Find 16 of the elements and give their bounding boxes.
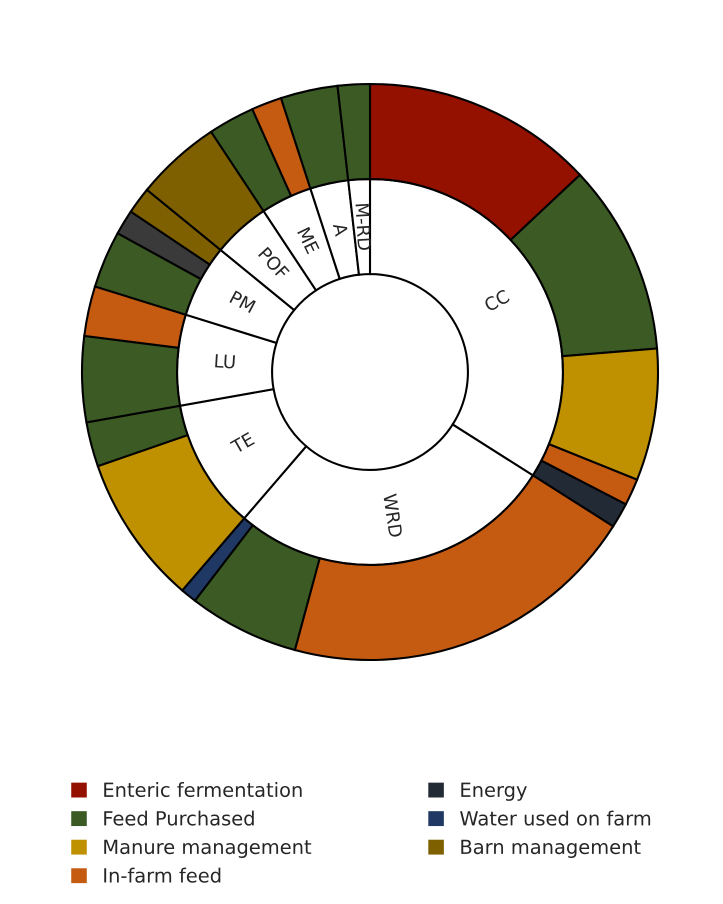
text: LU xyxy=(215,354,235,369)
legend-label: Manure management xyxy=(104,840,312,858)
legend-label: Energy xyxy=(461,782,527,801)
legend-label: In-farm feed xyxy=(104,868,220,883)
text: POF xyxy=(258,246,290,280)
text: PM xyxy=(229,290,256,313)
text: ME xyxy=(297,226,320,254)
text: TE xyxy=(230,432,255,454)
legend-label: Water used on farm xyxy=(460,810,650,826)
text: A xyxy=(333,222,348,237)
legend-label: Enteric fermentation xyxy=(104,782,302,798)
legend-label: Barn management xyxy=(461,840,641,858)
legend-label: Feed Purchased xyxy=(104,810,254,826)
text: M-RD xyxy=(356,204,372,250)
text: CC xyxy=(483,288,510,312)
text: WRD xyxy=(383,493,403,538)
